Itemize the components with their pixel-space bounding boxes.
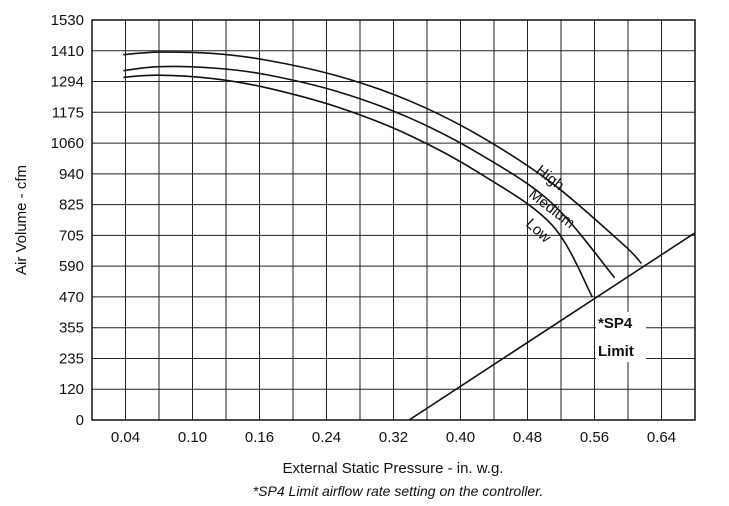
y-tick-label: 0 [76,412,84,429]
x-axis-label: External Static Pressure - in. w.g. [283,460,504,477]
x-tick-label: 0.16 [245,429,274,446]
y-tick-label: 705 [59,227,84,244]
y-axis-label: Air Volume - cfm [13,165,30,275]
y-tick-label: 590 [59,258,84,275]
y-tick-label: 1530 [51,12,84,29]
footnote: *SP4 Limit airflow rate setting on the c… [253,483,544,499]
y-tick-label: 355 [59,320,84,337]
series-line-sp4-limit [408,232,696,421]
y-tick-label: 1294 [51,74,84,91]
y-tick-label: 1060 [51,135,84,152]
y-tick-label: 1175 [52,104,84,121]
y-tick-label: 1410 [51,43,84,60]
x-tick-label: 0.64 [647,429,676,446]
limit-label-background [596,312,646,362]
grid [92,20,695,420]
x-tick-label: 0.10 [178,429,207,446]
x-tick-label: 0.24 [312,429,341,446]
x-tick-label: 0.40 [446,429,475,446]
x-tick-label: 0.32 [379,429,408,446]
series-line-high [123,51,642,265]
x-tick-label: 0.04 [111,429,140,446]
x-axis-tick-labels: 0.04 0.10 0.16 0.24 0.32 0.40 0.48 0.56 0.64 [111,429,676,446]
x-tick-label: 0.48 [513,429,542,446]
curves [123,51,696,421]
y-tick-label: 470 [59,289,84,306]
series-line-medium [123,65,616,279]
y-tick-label: 825 [59,197,84,214]
series-line-low [123,74,593,298]
y-tick-label: 940 [59,166,84,183]
plot-frame [91,19,696,421]
series-label-sp4-limit: Limit [598,343,634,360]
y-axis-tick-labels: 0 120 235 355 470 590 705 825 940 1060 1175 1294 141… [51,12,84,429]
series-label-sp4-limit: *SP4 [598,315,633,332]
x-tick-label: 0.56 [580,429,609,446]
y-tick-label: 235 [59,350,84,367]
y-tick-label: 120 [59,381,84,398]
